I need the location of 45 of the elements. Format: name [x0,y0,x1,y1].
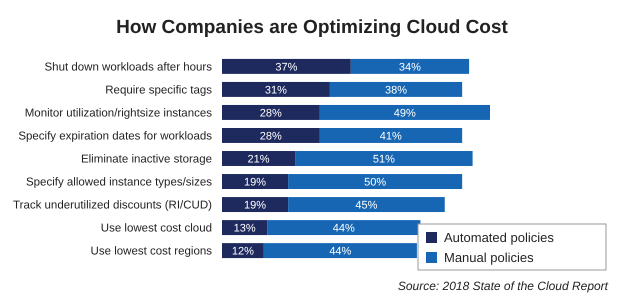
data-label: 45% [355,200,378,212]
bar [222,197,288,212]
bar [222,104,320,120]
bar [319,128,462,143]
data-label: 41% [380,130,402,142]
data-label: 31% [264,84,288,96]
y-tick-label: Specify expiration dates for workloads [18,130,212,142]
source-note: Source: 2018 State of the Cloud Report [398,279,609,293]
data-label: 50% [364,176,386,189]
data-label: 28% [260,107,282,120]
data-label: 44% [332,222,356,235]
bar [350,58,470,74]
data-label: 49% [394,107,416,120]
legend-label: Manual policies [444,250,534,265]
data-label: 21% [248,154,270,166]
bar [295,151,473,166]
y-tick-label: Use lowest cost regions [90,246,212,258]
bar [288,174,462,190]
data-label: 51% [372,154,396,166]
y-tick-label: Use lowest cost cloud [100,222,212,235]
data-label: 37% [275,61,298,74]
y-tick-label: Specify allowed instance types/sizes [26,176,212,189]
bar [222,82,330,97]
bar [222,58,351,74]
y-tick-label: Eliminate inactive storage [80,154,212,166]
data-label: 38% [385,84,408,96]
data-label: 19% [244,200,266,212]
data-label: 28% [260,130,282,142]
bar [222,174,288,190]
data-label: 13% [234,222,256,235]
y-tick-label: Monitor utilization/rightsize instances [24,107,212,120]
legend-label: Automated policies [444,230,554,245]
bar [222,128,320,143]
y-tick-label: Require specific tags [105,84,212,96]
data-label: 44% [329,246,352,258]
y-tick-label: Track underutilized discounts (RI/CUD) [13,200,212,212]
y-tick-label: Shut down workloads after hours [44,61,212,74]
chart-title: How Companies are Optimizing Cloud Cost [116,17,508,38]
bar [222,151,296,166]
bar [330,82,462,97]
bar [288,197,445,212]
data-label: 12% [232,246,254,258]
data-label: 34% [398,61,422,74]
data-label: 19% [244,176,266,189]
bar [319,104,490,120]
